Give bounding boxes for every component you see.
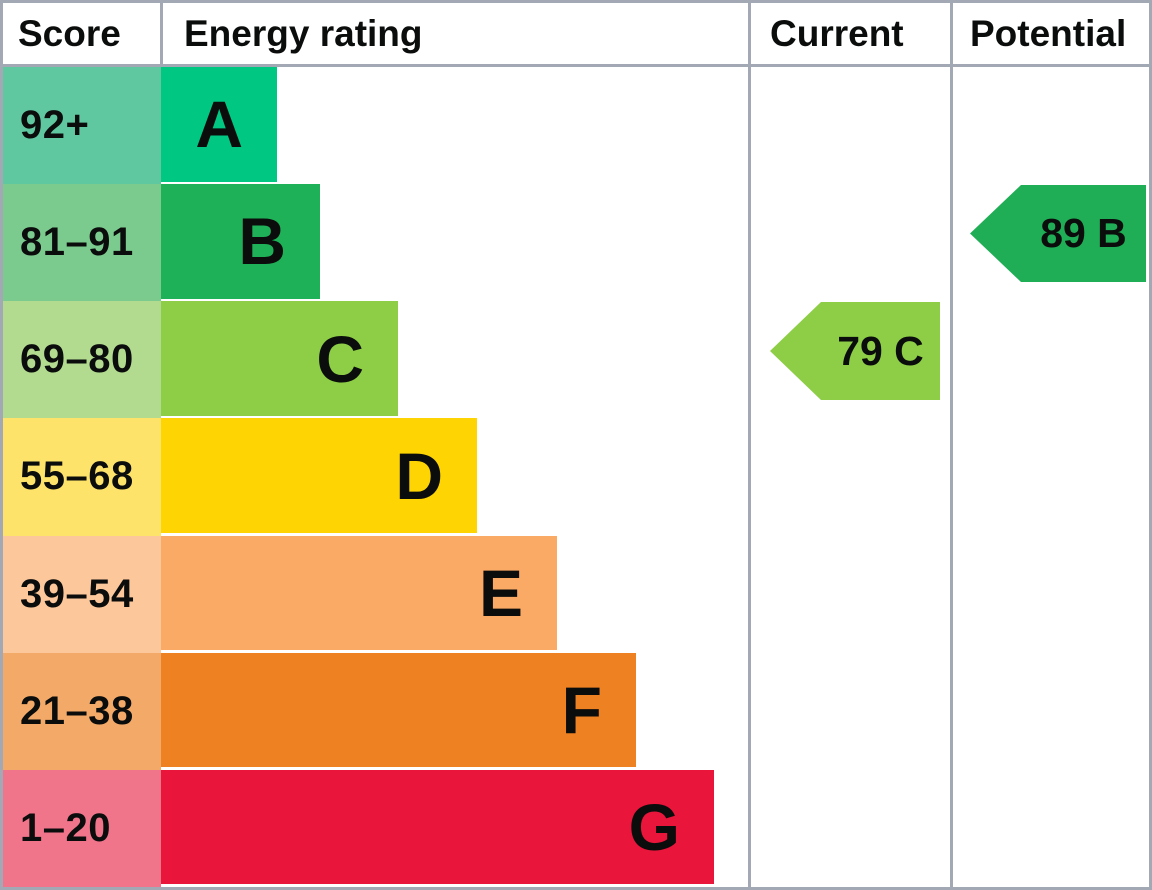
header-underline [3,64,1149,67]
band-letter-b: B [238,204,286,279]
band-score-c: 69–80 [3,301,161,419]
band-bar-e: E [161,535,557,650]
header-potential: Potential [970,12,1127,54]
band-letter-g: G [628,790,680,864]
band-score-a: 92+ [3,67,161,185]
header-current: Current [770,12,904,54]
band-score-f: 21–38 [3,652,161,770]
band-row-e: 39–54 E [3,535,1149,653]
band-row-a: 92+ A [3,67,1149,185]
band-bar-d: D [161,418,477,533]
band-score-d: 55–68 [3,418,161,536]
divider-current-column [748,3,751,887]
header-score: Score [18,12,121,54]
band-rows: 92+ A 81–91 B 69–80 C 55–68 D 39–54 E 21… [3,67,1149,887]
band-bar-b: B [161,184,320,299]
band-row-c: 69–80 C [3,301,1149,419]
header-energy-rating: Energy rating [184,12,423,54]
band-bar-f: F [161,652,636,768]
band-row-f: 21–38 F [3,652,1149,770]
band-bar-g: G [161,769,714,885]
band-bar-a: A [161,67,277,182]
band-row-b: 81–91 B [3,184,1149,302]
band-score-b: 81–91 [3,184,161,302]
divider-potential-column [950,3,953,887]
band-bar-c: C [161,301,398,416]
band-letter-a: A [195,87,243,162]
band-letter-f: F [561,672,602,747]
band-letter-d: D [395,438,443,513]
potential-rating-label: 89 B [1040,210,1127,256]
current-rating-label: 79 C [837,327,924,374]
band-score-g: 1–20 [3,769,161,887]
band-row-g: 1–20 G [3,769,1149,887]
divider-score-rating [160,3,163,64]
band-score-e: 39–54 [3,535,161,653]
band-letter-c: C [316,321,364,396]
band-row-d: 55–68 D [3,418,1149,536]
band-letter-e: E [478,555,523,630]
